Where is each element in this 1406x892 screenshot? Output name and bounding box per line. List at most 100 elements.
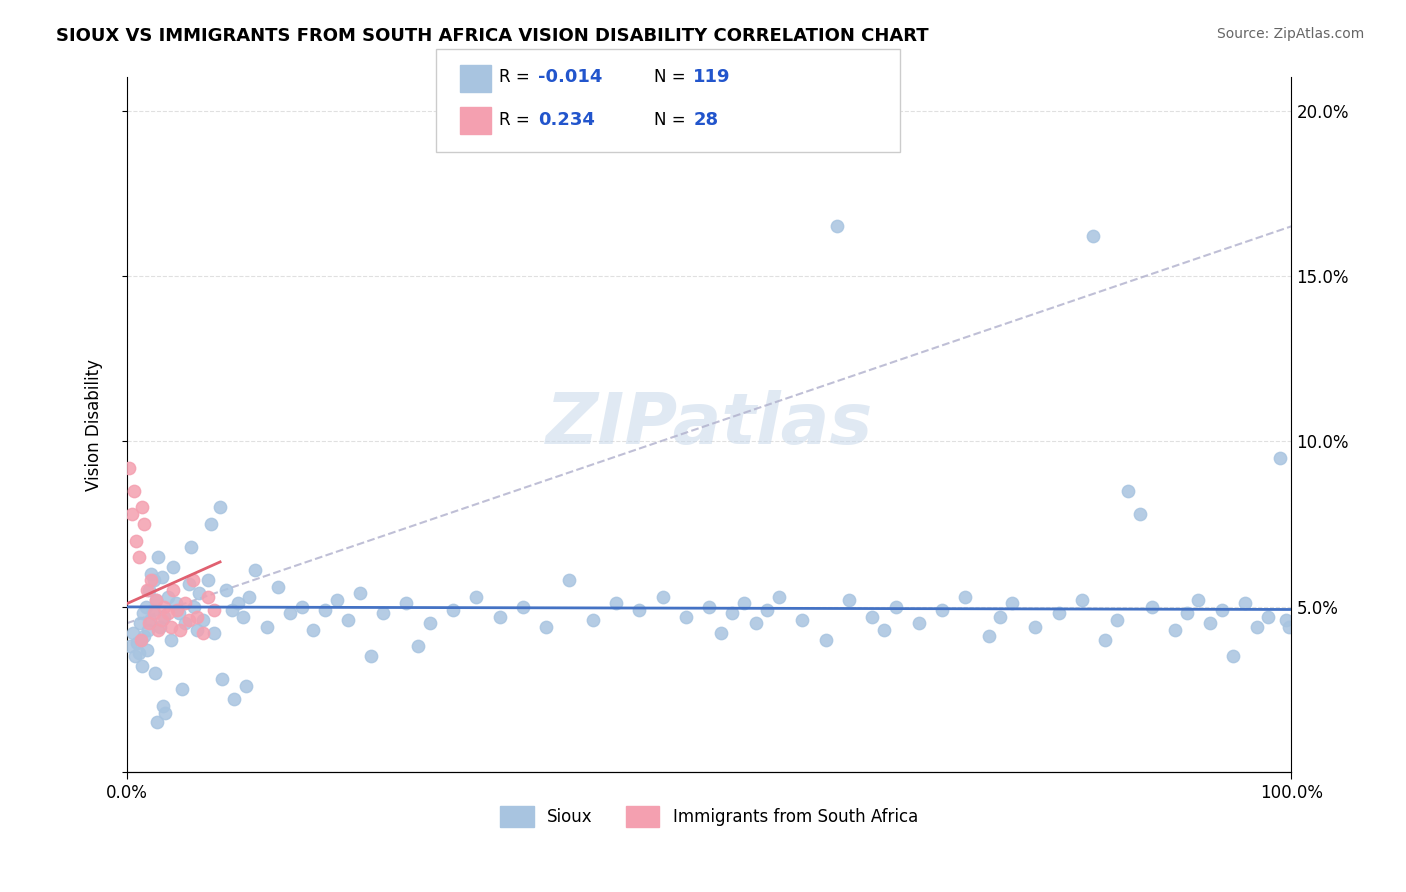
Point [931,603,953,617]
Text: 119: 119 [693,68,731,86]
Point [145,593,167,607]
Point [1211,603,1233,617]
Legend: Sioux, Immigrants from South Africa: Sioux, Immigrants from South Africa [494,799,925,833]
Point [152,698,174,713]
Y-axis label: Vision Disability: Vision Disability [86,359,103,491]
Point [148,623,170,637]
Point [153,609,176,624]
Point [814,632,837,647]
Point [406,640,429,654]
Point [141,566,163,581]
Point [278,607,301,621]
Point [756,603,779,617]
Point [148,619,170,633]
Point [197,590,219,604]
Point [1233,596,1256,610]
Point [360,649,382,664]
Point [129,632,152,647]
Point [118,460,141,475]
Point [191,626,214,640]
Point [181,573,204,587]
Point [169,623,191,637]
Point [129,632,152,647]
Point [465,590,488,604]
Point [1199,616,1222,631]
Point [209,500,232,515]
Point [628,603,651,617]
Point [160,632,183,647]
Point [226,596,249,610]
Text: N =: N = [654,111,690,128]
Point [977,629,1000,643]
Point [197,573,219,587]
Point [150,570,173,584]
Point [150,613,173,627]
Point [1175,607,1198,621]
Point [169,607,191,621]
Point [174,616,197,631]
Point [141,573,163,587]
Point [177,576,200,591]
Point [132,607,155,621]
Point [148,549,170,564]
Point [142,573,165,587]
Point [131,500,153,515]
Point [238,590,260,604]
Point [733,596,755,610]
Point [838,593,860,607]
Point [121,507,143,521]
Point [128,646,150,660]
Point [651,590,673,604]
Point [302,623,325,637]
Text: Source: ZipAtlas.com: Source: ZipAtlas.com [1216,27,1364,41]
Point [186,623,208,637]
Point [141,603,163,617]
Point [191,613,214,627]
Point [120,640,142,654]
Text: ZIPatlas: ZIPatlas [546,390,873,459]
Point [721,607,744,621]
Point [221,603,243,617]
Point [582,613,605,627]
Point [371,607,394,621]
Point [873,623,896,637]
Point [160,619,183,633]
Point [337,613,360,627]
Point [138,583,160,598]
Point [155,706,177,720]
Point [183,599,205,614]
Point [165,596,187,610]
Point [136,623,159,637]
Point [243,563,266,577]
Point [441,603,464,617]
Point [988,609,1011,624]
Point [697,599,720,614]
Point [267,580,290,594]
Point [186,609,208,624]
Point [1129,507,1152,521]
Text: N =: N = [654,68,690,86]
Point [211,673,233,687]
Point [135,599,157,614]
Point [156,607,179,621]
Point [188,586,211,600]
Point [127,636,149,650]
Point [128,549,150,564]
Point [162,560,184,574]
Text: R =: R = [499,111,536,128]
Point [488,609,510,624]
Point [907,616,929,631]
Point [122,483,145,498]
Point [827,219,849,234]
Point [745,616,768,631]
Point [232,609,254,624]
Point [222,692,245,706]
Point [605,596,627,610]
Point [200,516,222,531]
Point [884,599,907,614]
Point [146,715,169,730]
Point [534,619,557,633]
Point [135,642,157,657]
Point [675,609,697,624]
Point [955,590,977,604]
